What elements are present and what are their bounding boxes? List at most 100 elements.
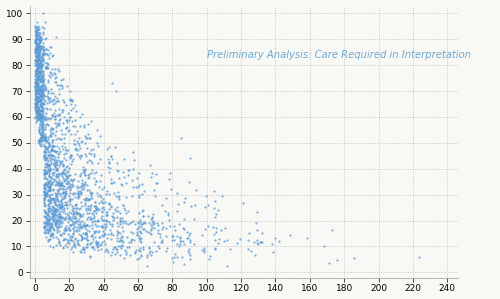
Point [48,214,56,219]
Point [36,112,44,116]
Point [38,56,46,60]
Point [46,44,54,49]
Point [90,236,98,241]
Point [68,107,76,112]
Point [100,185,108,190]
Point [138,192,145,196]
Point [45,169,53,174]
Point [71,216,79,220]
Point [42,210,50,214]
Point [36,30,44,35]
Point [48,171,56,176]
Point [42,61,50,65]
Point [94,230,102,235]
Point [127,219,135,224]
Point [40,142,48,147]
Point [54,208,62,213]
Point [32,59,40,64]
Point [39,106,47,111]
Point [46,143,54,147]
Point [47,155,55,160]
Point [136,228,143,233]
Point [44,228,52,232]
Point [45,208,53,213]
Point [38,100,46,105]
Point [62,103,70,108]
Point [48,147,56,152]
Point [34,75,42,80]
Point [36,36,44,40]
Point [125,168,133,173]
Point [36,119,44,124]
Point [182,235,190,240]
Point [139,245,147,250]
Point [41,137,49,142]
Point [56,243,64,248]
Point [132,248,140,253]
Point [71,103,79,108]
Point [44,217,52,222]
Point [143,264,151,269]
Point [107,232,115,237]
Point [54,211,62,216]
Point [60,152,68,157]
Point [38,132,46,136]
Point [154,223,162,228]
Point [34,63,42,68]
Point [58,182,66,187]
Point [120,256,128,260]
Point [32,66,40,71]
Point [44,230,52,234]
Point [32,103,40,108]
Point [112,221,120,225]
Point [40,196,48,201]
Point [47,208,55,213]
Point [63,163,71,168]
Point [67,177,75,182]
Point [76,205,84,210]
Point [36,65,44,69]
Point [55,214,63,219]
Point [43,147,51,151]
Point [32,96,40,101]
Point [168,237,176,242]
Point [32,101,40,106]
Point [82,207,90,212]
Point [98,223,106,228]
Point [74,190,82,195]
Point [32,71,40,76]
Point [40,154,48,158]
Point [31,37,39,42]
Point [35,112,43,117]
Point [38,111,46,116]
Point [36,68,44,73]
Point [41,83,49,88]
Point [92,170,100,175]
Point [79,245,87,250]
Point [78,154,86,159]
Point [236,237,244,242]
Point [36,103,44,107]
Point [45,164,53,169]
Point [38,83,46,87]
Point [32,77,40,82]
Point [70,209,78,214]
Point [50,219,58,223]
Point [158,238,166,242]
Point [90,244,98,249]
Point [140,221,148,226]
Point [33,87,41,91]
Point [34,42,42,47]
Point [63,120,71,125]
Point [52,221,60,226]
Point [70,141,78,146]
Point [33,46,41,51]
Point [71,123,79,128]
Point [39,109,47,114]
Point [31,115,39,119]
Point [62,126,70,131]
Point [79,165,87,170]
Point [62,190,70,195]
Point [52,207,60,212]
Point [44,89,52,93]
